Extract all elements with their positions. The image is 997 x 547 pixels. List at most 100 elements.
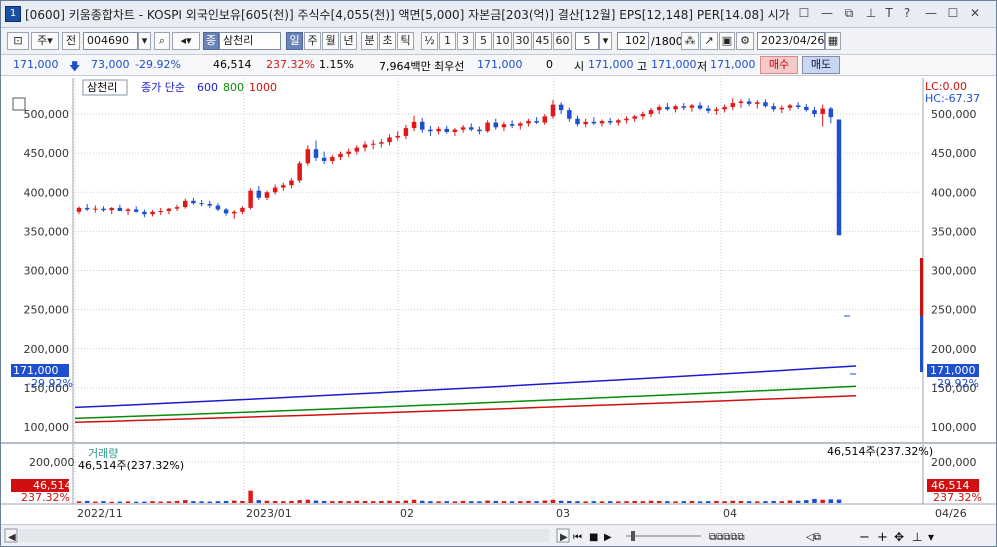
expand-icon[interactable]: ✥ <box>894 530 904 544</box>
legend-ma-label: 종가 단순 <box>141 81 185 94</box>
search-icon[interactable]: ⌕ <box>154 32 170 50</box>
crosshair-icon[interactable]: ⊥ <box>912 530 922 544</box>
volume-y-tick-right: 200,000 <box>931 456 977 469</box>
volume-bar <box>354 500 360 503</box>
code-dropdown-icon[interactable]: ▾ <box>138 32 151 50</box>
candle-body <box>493 122 499 128</box>
maximize-button[interactable]: ☐ <box>947 6 959 20</box>
minute-option-30[interactable]: 30 <box>513 32 532 50</box>
tab-interval-tick[interactable]: 틱 <box>397 32 414 50</box>
volume-bar <box>795 500 801 503</box>
candle-body <box>591 121 597 124</box>
font-button[interactable]: T <box>885 6 893 20</box>
volume-bar <box>779 501 785 503</box>
minus-icon[interactable]: − <box>859 530 870 545</box>
drawing-icon[interactable]: ↗ <box>700 32 718 50</box>
candle-body <box>665 106 670 110</box>
period-select[interactable]: 주▾ <box>31 32 59 50</box>
calendar-icon[interactable]: ▦ <box>825 32 841 50</box>
save-icon[interactable]: ▣ <box>719 32 735 50</box>
buy-button[interactable]: 매수 <box>760 56 798 74</box>
legend-stock-name: 삼천리 <box>87 80 117 94</box>
app-icon[interactable]: 1 <box>5 6 21 22</box>
candle-body <box>836 119 842 236</box>
date-input[interactable]: 2023/04/26 <box>757 32 825 50</box>
zoom-fit-icon[interactable]: ⧉⧉⧉⧉⧉ <box>709 532 745 543</box>
play-icon[interactable]: ▶ <box>604 532 612 543</box>
chart-area[interactable]: 500,000 500,000 450,000 450,000 400,000 400,0… <box>1 76 996 526</box>
chart-canvas[interactable]: 500,000 500,000 450,000 450,000 400,000 400,0… <box>1 76 996 526</box>
scroll-bar[interactable]: ◀ ▶ ⏮ ■ ▶ ⧉⧉⧉⧉⧉ ◁⧉ − + ✥ ⊥ ▾ <box>1 524 996 546</box>
count-input[interactable]: 102 <box>617 32 649 50</box>
help-button[interactable]: ? <box>903 6 911 20</box>
legend-stock-box[interactable] <box>82 79 128 96</box>
minute-dropdown-icon[interactable]: ▾ <box>599 32 612 50</box>
candle-body <box>534 121 539 123</box>
candle-body <box>640 114 646 117</box>
stock-name-field[interactable]: 삼천리 <box>219 32 281 50</box>
volume-bar <box>624 501 629 503</box>
sound-icon[interactable]: ◂▾ <box>172 32 200 50</box>
tab-interval-year[interactable]: 년 <box>340 32 357 50</box>
ma600-line <box>74 365 857 409</box>
candle-body <box>142 211 147 215</box>
pin-button[interactable]: ⊥ <box>865 6 877 20</box>
hc-label: HC:-67.37 <box>925 92 980 105</box>
minimize-panel-button[interactable]: — <box>821 6 833 20</box>
volume-bar <box>215 501 221 503</box>
minute-option-5[interactable]: 5 <box>475 32 492 50</box>
minute-option-half[interactable]: ½ <box>421 32 438 50</box>
minute-option-60[interactable]: 60 <box>553 32 572 50</box>
indicator-icon[interactable]: ⁂ <box>681 32 699 50</box>
scroll-track[interactable] <box>19 529 549 542</box>
volume-bar <box>395 501 400 503</box>
volume-bar <box>256 500 262 503</box>
stop-icon[interactable]: ■ <box>589 532 598 543</box>
close-button[interactable]: ✕ <box>969 6 981 20</box>
tab-interval-month[interactable]: 월 <box>322 32 339 50</box>
price-tick-left: 400,000 <box>24 186 70 199</box>
chart-select-icon[interactable]: ▾ <box>928 530 934 544</box>
tab-interval-day[interactable]: 일 <box>286 32 303 50</box>
volume-bar <box>387 500 392 503</box>
candle-body <box>321 157 327 161</box>
gear-icon[interactable]: ⚙ <box>736 32 754 50</box>
candle-body <box>419 121 425 130</box>
right-volume-tag-text: 46,514 <box>931 479 970 492</box>
sell-button[interactable]: 매도 <box>802 56 840 74</box>
stock-code-input[interactable]: 004690 <box>83 32 138 50</box>
price-tick-left: 350,000 <box>24 225 70 238</box>
candle-body <box>158 211 163 213</box>
minute-option-1[interactable]: 1 <box>439 32 456 50</box>
candle-body <box>681 106 686 108</box>
rewind-icon[interactable]: ⏮ <box>573 532 582 543</box>
scroll-right-icon: ▶ <box>560 532 568 543</box>
zoom-out-icon[interactable]: ◁⧉ <box>806 532 821 543</box>
tab-interval-minute[interactable]: 분 <box>361 32 378 50</box>
grid-toggle-icon[interactable] <box>12 97 26 111</box>
volume-bar <box>746 501 752 503</box>
candle-body <box>828 108 834 118</box>
tab-interval-week[interactable]: 주 <box>304 32 321 50</box>
tile-button[interactable]: ⧉ <box>844 6 854 20</box>
speed-slider-handle[interactable] <box>631 531 635 541</box>
layout-icon[interactable]: ⊡ <box>7 32 29 50</box>
candle-body <box>101 208 106 211</box>
minute-option-45[interactable]: 45 <box>533 32 552 50</box>
minimize-button[interactable]: — <box>925 6 937 20</box>
plus-icon[interactable]: + <box>877 530 888 545</box>
candle-body <box>403 128 409 136</box>
minute-custom-input[interactable]: 5 <box>575 32 599 50</box>
scroll-left-button[interactable] <box>4 528 18 543</box>
tab-interval-second[interactable]: 초 <box>379 32 396 50</box>
minute-option-3[interactable]: 3 <box>457 32 474 50</box>
stock-type-icon: 종 <box>203 32 219 50</box>
scroll-right-button[interactable] <box>556 528 570 543</box>
right-price-tag <box>927 364 979 377</box>
restore-layout-button[interactable]: ☐ <box>798 6 810 20</box>
turnover-rate: 1.15% <box>319 58 354 71</box>
minute-option-10[interactable]: 10 <box>493 32 512 50</box>
volume-bar <box>117 501 123 503</box>
range-button[interactable]: 전 <box>62 32 80 50</box>
volume-bar <box>763 501 768 503</box>
